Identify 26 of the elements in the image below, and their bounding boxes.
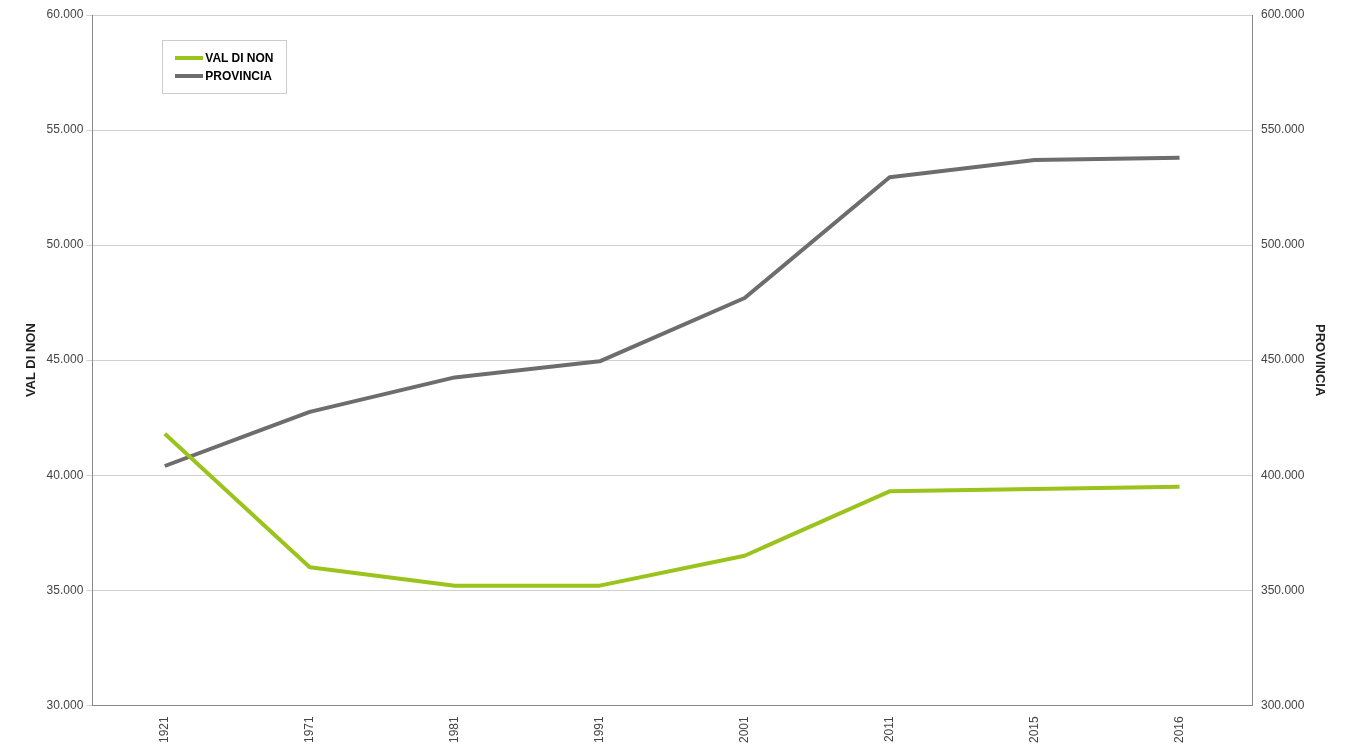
y2-tick-label: 450.000 [1261, 352, 1305, 367]
y2-tick-label: 600.000 [1261, 7, 1305, 22]
x-tick-label: 1981 [447, 715, 462, 744]
y2-tick-label: 400.000 [1261, 467, 1305, 482]
y-tick-label: 35.000 [46, 582, 84, 597]
y2-tick-label: 350.000 [1261, 582, 1305, 597]
y2-tick-label: 500.000 [1261, 237, 1305, 252]
x-tick-label: 2016 [1171, 715, 1186, 744]
x-tick-label: 1991 [591, 715, 606, 744]
x-tick-label: 2015 [1026, 715, 1041, 744]
legend-label: PROVINCIA [205, 69, 272, 83]
y-tick-label: 60.000 [46, 7, 84, 22]
legend-label: VAL DI NON [205, 51, 274, 65]
y-tick-label: 50.000 [46, 237, 84, 252]
x-tick-label: 2001 [736, 715, 751, 744]
y-tick-label: 45.000 [46, 352, 84, 367]
x-tick-label: 1921 [157, 715, 172, 744]
y2-tick-label: 300.000 [1261, 697, 1305, 712]
x-tick-label: 2011 [881, 715, 896, 743]
y-tick-label: 30.000 [46, 697, 84, 712]
y2-tick-label: 550.000 [1261, 122, 1305, 137]
y-axis-title: VAL DI NON [23, 323, 39, 398]
y-tick-label: 40.000 [46, 467, 84, 482]
x-tick-label: 1971 [302, 715, 317, 744]
y2-axis-title: PROVINCIA [1312, 324, 1328, 397]
y-tick-label: 55.000 [46, 122, 84, 137]
